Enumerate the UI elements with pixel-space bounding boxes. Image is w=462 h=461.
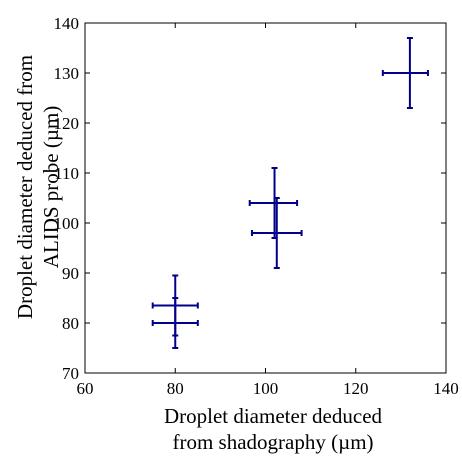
tick-labels: 60 80 100 120 140 70 80 90 100 110 120 130 140 (54, 14, 459, 398)
y-axis-label-line2: ALIDS probe (µm) (39, 106, 63, 269)
x-tick-label: 100 (253, 379, 279, 398)
x-tick-label: 60 (77, 379, 94, 398)
y-tick-label: 110 (54, 164, 79, 183)
y-tick-label: 130 (54, 64, 80, 83)
y-tick-label: 70 (62, 364, 79, 383)
plot-frame (84, 22, 447, 374)
data-point (250, 197, 303, 269)
data-point (381, 37, 429, 109)
x-axis-label-line2: from shadography (µm) (172, 430, 373, 454)
x-tick-label: 80 (167, 379, 184, 398)
data-point (248, 167, 299, 239)
x-tick-label: 120 (343, 379, 369, 398)
axis-ticks (84, 22, 447, 374)
y-tick-label: 140 (54, 14, 80, 33)
data-points (151, 37, 429, 349)
y-axis-label-line1: Droplet diameter deduced from (13, 55, 37, 319)
data-point (151, 297, 199, 349)
y-tick-label: 120 (54, 114, 80, 133)
x-tick-label: 140 (433, 379, 459, 398)
x-axis-label-line1: Droplet diameter deduced (164, 404, 383, 428)
y-tick-label: 100 (54, 214, 80, 233)
plot-area (84, 22, 447, 374)
y-tick-label: 80 (62, 314, 79, 333)
y-tick-label: 90 (62, 264, 79, 283)
